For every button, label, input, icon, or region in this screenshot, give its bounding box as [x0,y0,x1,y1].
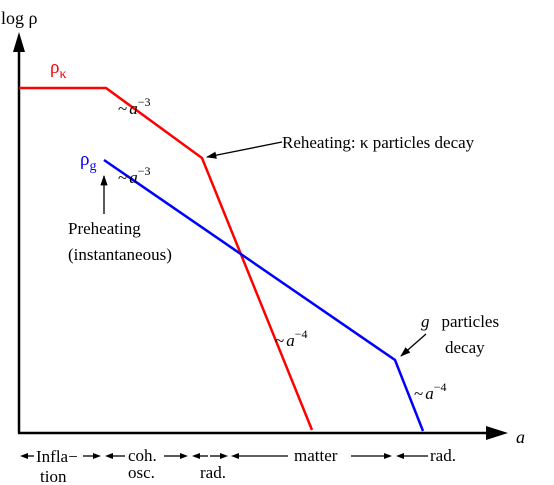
era-matter-right-arrow [384,453,392,459]
era-rad1-label: rad. [200,463,226,482]
era-rad1-left-arrow [192,453,200,459]
scaling-label-kappa-a-minus-3: ~ a−3 [118,95,150,118]
era-matter-label: matter [294,446,338,465]
era-coh-left-arrow [105,453,113,459]
rho-g-label: ρg [80,149,96,174]
era-markers: Infla− tion coh. osc. rad. matter rad. [20,446,456,485]
reheating-label: Reheating: κ particles decay [282,133,475,152]
g-decay-arrow [400,333,427,357]
reheating-arrow [205,141,283,159]
era-inflation-right-arrow [93,453,101,459]
era-rad1-right-arrow [220,453,228,459]
era-inflation-line2: tion [40,467,67,485]
era-coh-line1: coh. [128,446,157,465]
y-axis-arrowhead [13,32,25,52]
x-axis-arrowhead [486,426,508,440]
era-rad2-label: rad. [430,446,456,465]
scaling-label-g-a-minus-4: ~ a−4 [414,380,446,403]
rho-kappa-label: ρκ [50,57,67,82]
era-coh-right-arrow [180,453,188,459]
scaling-label-kappa-a-minus-4: ~ a−4 [275,327,307,350]
preheating-label-line1: Preheating [68,219,141,238]
era-inflation-left-arrow [20,453,28,459]
rho-kappa-curve [19,86,314,431]
era-inflation-line1: Infla− [36,447,78,466]
x-axis-label: a [516,427,525,447]
era-rad2-left-arrow [396,453,404,459]
scaling-label-g-a-minus-3: ~ a−3 [118,164,150,187]
era-matter-left-arrow [231,453,239,459]
rho-g-curve [103,158,425,432]
era-coh-line2: osc. [128,463,155,482]
preheating-label-line2: (instantaneous) [68,245,172,264]
y-axis-label: log ρ [1,8,38,28]
g-decay-label-line2: decay [445,338,485,357]
g-decay-label-line1: g particles [421,312,499,331]
